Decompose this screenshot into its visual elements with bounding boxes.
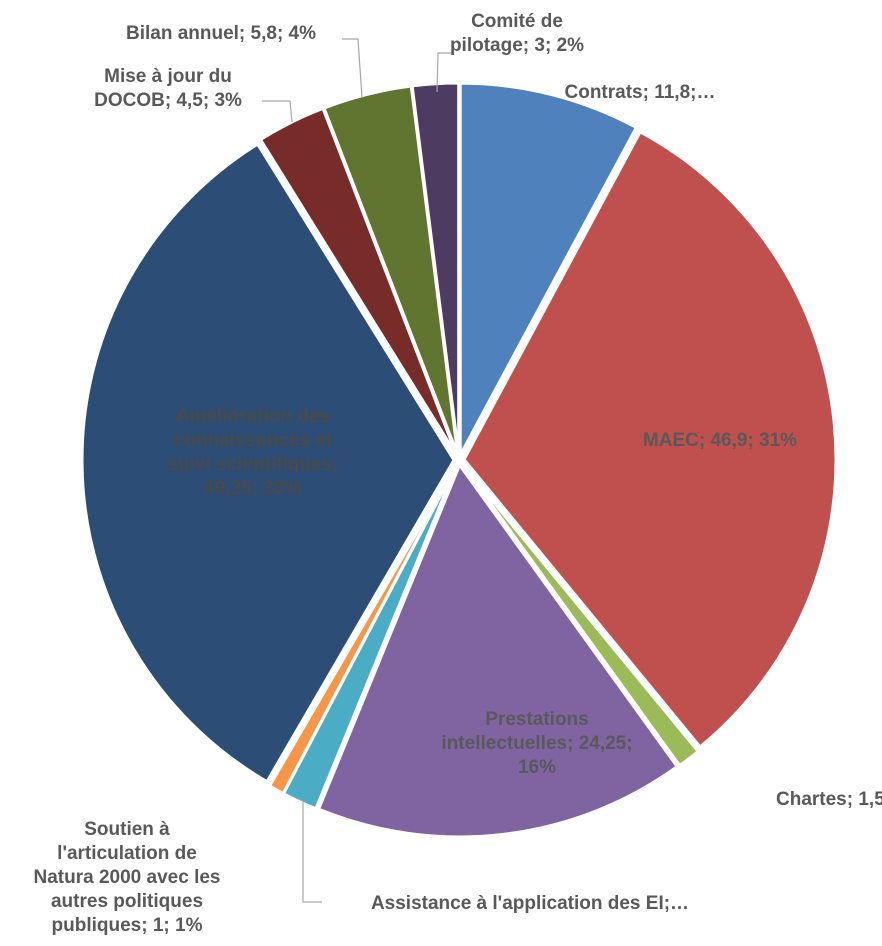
data-label-5: Assistance à l'application des EI;… [371,893,689,914]
pie-slice-4 [316,461,680,839]
data-label-line: Comité de [471,11,563,32]
data-label-line: Assistance à l'application des EI;… [371,893,689,914]
data-label-line: pilotage; 3; 2% [450,35,584,56]
data-label-line: suivi scientifiques; [167,454,338,475]
data-label-line: Natura 2000 avec les [34,867,221,888]
leader-line-9 [342,38,363,99]
data-label-line: connaissances et [174,430,333,451]
data-label-10: Comité de pilotage; 3; 2% [450,11,584,56]
pie-slice-6 [267,463,458,796]
pie-slice-2 [462,129,838,750]
pie-slices [80,81,838,839]
data-label-line: intellectuelles; 24,25; [441,733,632,754]
data-label-line: 49,25; 33% [204,478,301,499]
leader-line-8 [262,100,293,123]
data-label-line: Prestations [485,709,588,730]
data-label-9: Bilan annuel; 5,8; 4% [126,23,316,44]
data-label-line: Chartes; 1,5; 1% [776,789,882,810]
data-label-8: Mise à jour du DOCOB; 4,5; 3% [94,66,242,111]
data-label-line: publiques; 1; 1% [52,915,203,936]
pie-slice-10 [410,81,461,456]
data-label-line: DOCOB; 4,5; 3% [94,90,242,111]
data-label-line: Bilan annuel; 5,8; 4% [126,23,316,44]
leader-line-5 [302,800,322,903]
leader-line-10 [436,52,452,93]
data-label-line: Soutien à [84,819,170,840]
data-label-line: MAEC; 46,9; 31% [643,430,797,451]
data-label-6: Soutien à l'articulation de Natura 2000 av… [34,819,221,936]
pie-slice-3 [460,463,701,768]
pie-slice-1 [458,81,639,456]
pie-labels: Contrats; 11,8;… MAEC; 46,9; 31% Chartes; … [34,11,882,936]
data-label-4: Prestations intellectuelles; 24,25; 16% [441,709,632,778]
data-label-7: Amélioration des connaissances et suivi sc… [167,406,338,499]
data-label-line: l'articulation de [57,843,197,864]
data-label-line: Contrats; 11,8;… [565,82,716,103]
data-label-line: autres politiques [51,891,203,912]
data-label-line: Mise à jour du [104,66,232,87]
data-label-3: Chartes; 1,5; 1% [776,789,882,810]
data-label-2: MAEC; 46,9; 31% [643,430,797,451]
data-label-line: Amélioration des [176,406,330,427]
leader-lines [262,38,452,903]
pie-slice-7 [80,142,456,784]
data-label-line: 16% [518,757,556,778]
data-label-1: Contrats; 11,8;… [565,82,716,103]
